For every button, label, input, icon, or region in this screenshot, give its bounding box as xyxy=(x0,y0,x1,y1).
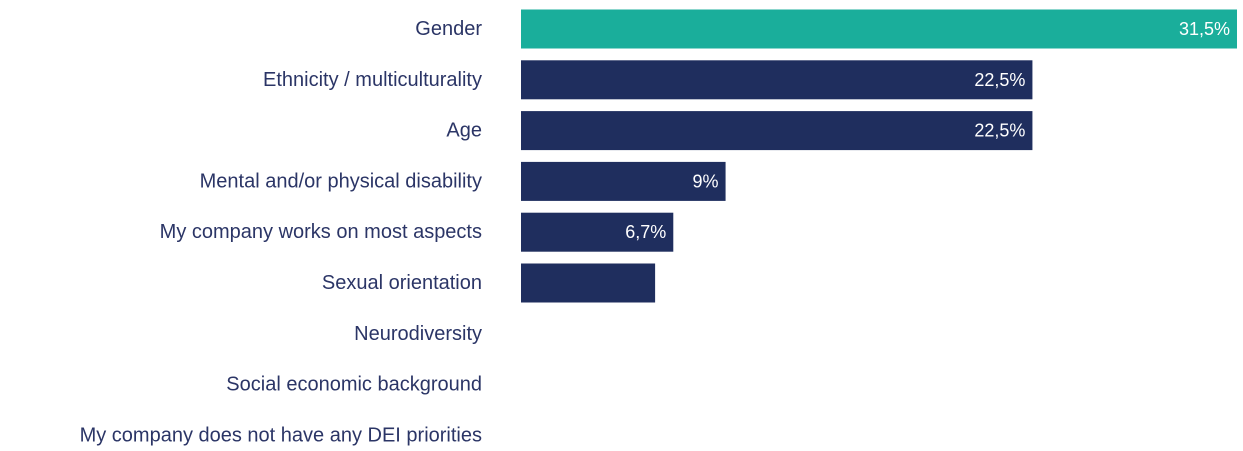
category-label: Age xyxy=(446,120,482,142)
category-label: Mental and/or physical disability xyxy=(200,170,482,192)
category-label: Sexual orientation xyxy=(322,272,482,294)
value-label: 22,5% xyxy=(974,121,1025,141)
value-label: 22,5% xyxy=(974,70,1025,90)
category-label: Ethnicity / multiculturality xyxy=(263,69,482,91)
bar xyxy=(521,212,674,252)
bar xyxy=(521,60,1033,100)
category-label: My company works on most aspects xyxy=(160,221,482,243)
category-label: Social economic background xyxy=(226,374,482,396)
value-label: 9% xyxy=(693,171,719,191)
value-label: 31,5% xyxy=(1179,19,1230,39)
value-label: 6,7% xyxy=(625,222,666,242)
bar xyxy=(521,111,1033,151)
bar xyxy=(521,9,1237,49)
category-label: Neurodiversity xyxy=(354,323,482,345)
bar xyxy=(521,161,726,201)
category-label: My company does not have any DEI priorit… xyxy=(80,424,482,446)
bar xyxy=(521,263,656,303)
category-label: Gender xyxy=(415,18,482,40)
